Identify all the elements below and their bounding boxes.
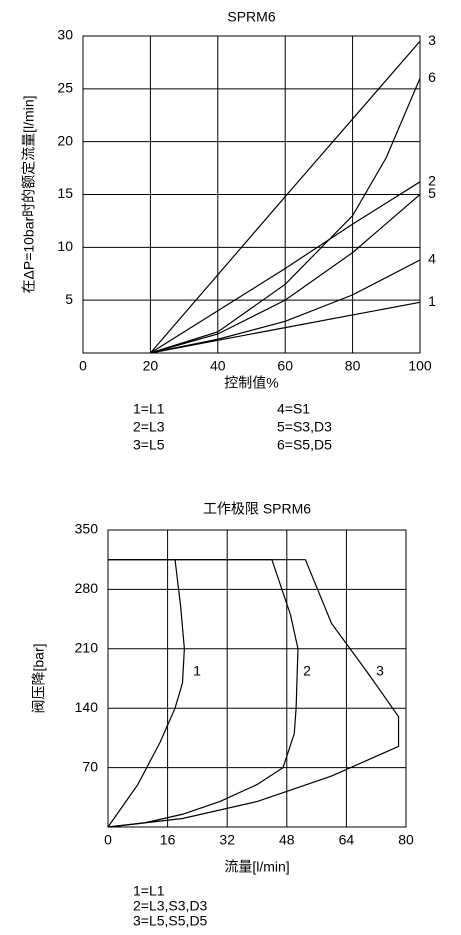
x-tick-label: 0 <box>104 832 112 848</box>
y-tick-label: 30 <box>57 27 73 43</box>
series-label: 6 <box>428 69 436 85</box>
legend-entry: 2=L3 <box>133 419 165 435</box>
series-label: 3 <box>428 32 436 48</box>
legend-entry: 3=L5,S5,D5 <box>133 913 208 929</box>
x-tick-label: 48 <box>279 832 295 848</box>
y-axis-label: 阀压降[bar] <box>31 643 47 713</box>
series-label: 1 <box>193 663 201 679</box>
y-tick-label: 15 <box>57 185 73 201</box>
x-tick-label: 100 <box>408 358 432 374</box>
x-tick-label: 80 <box>398 832 414 848</box>
series-line <box>150 259 421 354</box>
series-line <box>107 559 299 828</box>
x-axis-label: 控制值% <box>224 375 278 391</box>
x-tick-label: 64 <box>339 832 355 848</box>
series-line <box>107 559 185 828</box>
x-tick-label: 80 <box>345 358 361 374</box>
plot-frame <box>107 529 407 828</box>
y-tick-label: 20 <box>57 132 73 148</box>
series-label: 1 <box>428 293 436 309</box>
series-label: 2 <box>428 173 436 189</box>
y-axis-label: 在ΔP=10bar时的额定流量[l/min] <box>21 95 37 293</box>
x-tick-label: 40 <box>210 358 226 374</box>
x-tick-label: 32 <box>219 832 235 848</box>
x-tick-label: 16 <box>160 832 176 848</box>
series-label: 4 <box>428 251 436 267</box>
x-axis-label: 流量[l/min] <box>224 859 289 875</box>
series-label: 3 <box>376 663 384 679</box>
legend-entry: 1=L1 <box>133 883 165 899</box>
series-line <box>150 194 421 354</box>
legend-entry: 5=S3,D3 <box>277 419 332 435</box>
chart-title: 工作极限 SPRM6 <box>203 501 311 517</box>
y-tick-label: 140 <box>75 699 99 715</box>
series-line <box>150 301 421 354</box>
series-label: 2 <box>303 663 311 679</box>
y-tick-label: 70 <box>82 758 98 774</box>
series-line <box>150 78 421 354</box>
legend-entry: 4=S1 <box>277 401 310 417</box>
x-tick-label: 60 <box>277 358 293 374</box>
legend-entry: 2=L3,S3,D3 <box>133 898 208 914</box>
series-line <box>107 559 400 828</box>
legend-entry: 3=L5 <box>133 437 165 453</box>
y-tick-label: 280 <box>75 580 99 596</box>
chart-title: SPRM6 <box>227 9 275 25</box>
y-tick-label: 210 <box>75 640 99 656</box>
y-tick-label: 5 <box>65 291 73 307</box>
legend-entry: 1=L1 <box>133 401 165 417</box>
series-line <box>150 181 421 354</box>
x-tick-label: 20 <box>143 358 159 374</box>
series-line <box>149 40 421 354</box>
y-tick-label: 25 <box>57 80 73 96</box>
y-tick-label: 350 <box>75 521 99 537</box>
x-tick-label: 0 <box>79 358 87 374</box>
series-label: 5 <box>428 185 436 201</box>
legend-entry: 6=S5,D5 <box>277 437 332 453</box>
y-tick-label: 10 <box>57 238 73 254</box>
